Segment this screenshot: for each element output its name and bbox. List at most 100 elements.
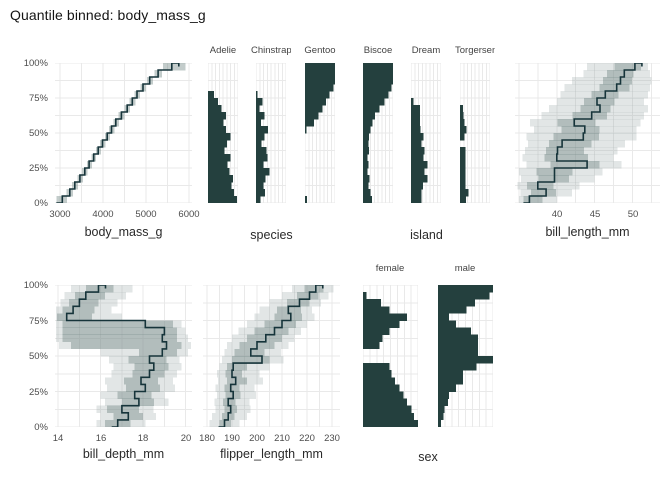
hist-bar	[256, 112, 265, 120]
band-rect-outer	[56, 334, 188, 343]
facet-hist-svg	[362, 62, 394, 204]
band-rect-inner	[546, 147, 585, 155]
facet-header-gentoo: Gentoo	[304, 45, 336, 56]
hist-bar	[411, 119, 420, 127]
x-tick-label: 14	[52, 433, 64, 444]
hist-bar	[208, 161, 228, 169]
hist-bar	[208, 196, 238, 204]
hist-bar	[363, 370, 392, 378]
facet-header-biscoe: Biscoe	[363, 45, 393, 56]
band-rect-outer	[541, 112, 645, 120]
band-rect-inner	[572, 112, 607, 120]
hist-bar	[438, 419, 441, 428]
axis-title-island: island	[410, 228, 443, 242]
band-rect-inner	[62, 320, 173, 328]
hist-bar	[411, 140, 422, 148]
hist-bar	[438, 363, 477, 371]
band-rect-inner	[227, 377, 247, 385]
hist-bar	[256, 98, 263, 106]
hist-bar	[460, 112, 464, 120]
y-tick-label: 75%	[28, 316, 48, 327]
hist-bar	[208, 175, 233, 183]
axis-title-bill-length-mm: bill_length_mm	[545, 225, 630, 239]
hist-bar	[256, 140, 262, 148]
band-rect-inner	[557, 119, 596, 127]
median-step-line	[523, 62, 643, 204]
x-tick-label: 190	[224, 433, 240, 444]
hist-bar	[208, 91, 214, 99]
hist-bar	[438, 348, 479, 357]
hist-bar	[363, 384, 400, 392]
step-panel-svg	[203, 284, 340, 428]
band-rect-outer	[56, 313, 122, 321]
band-rect-outer	[219, 363, 270, 371]
facet-hist-svg	[437, 284, 494, 428]
band-rect-outer	[100, 348, 188, 357]
band-rect-inner	[580, 105, 611, 113]
band-rect-inner	[62, 334, 178, 343]
hist-bar	[256, 126, 268, 134]
hist-bar	[460, 189, 469, 197]
hist-bar	[363, 398, 407, 406]
band-rect-outer	[60, 299, 118, 307]
band-rect-outer	[269, 299, 321, 307]
hist-bar	[208, 189, 235, 197]
hist-bar	[208, 147, 225, 155]
hist-bar	[256, 175, 266, 183]
band-rect-outer	[556, 98, 645, 106]
band-rect-inner	[57, 313, 93, 321]
hist-bar	[363, 91, 389, 99]
hist-bar	[411, 112, 420, 120]
hist-bar	[438, 285, 493, 293]
hist-bar	[363, 313, 407, 321]
hist-bar	[363, 154, 368, 162]
hist-bar	[411, 147, 425, 155]
hist-bar	[438, 306, 467, 314]
band-rect-outer	[214, 398, 250, 406]
hist-bar	[208, 154, 231, 162]
hist-bar	[305, 196, 307, 204]
hist-bar	[460, 119, 465, 127]
band-rect-inner	[224, 384, 240, 392]
panel-bill-depth-mm	[55, 284, 192, 428]
band-rect-outer	[549, 105, 648, 113]
y-tick-label: 0%	[34, 422, 48, 433]
hist-bar	[256, 154, 268, 162]
band-rect-outer	[282, 292, 329, 300]
band-rect-inner	[227, 363, 247, 371]
hist-bar	[363, 363, 390, 371]
band-rect-outer	[56, 306, 112, 314]
hist-bar	[438, 299, 475, 307]
band-rect-inner	[85, 285, 114, 293]
hist-bar	[460, 133, 465, 141]
hist-bar	[363, 412, 415, 421]
hist-bar	[363, 77, 393, 85]
hist-bar	[256, 105, 260, 113]
x-tick-label: 18	[137, 433, 149, 444]
band-rect-outer	[96, 419, 146, 428]
hist-bar	[460, 126, 467, 134]
hist-bar	[208, 182, 232, 190]
y-tick-label: 25%	[28, 163, 48, 174]
hist-bar	[363, 84, 392, 92]
band-rect-inner	[561, 126, 600, 134]
band-rect-outer	[217, 370, 260, 378]
band-rect-outer	[564, 84, 651, 92]
hist-bar	[363, 196, 372, 204]
hist-bar	[363, 126, 371, 134]
band-rect-inner	[274, 313, 302, 321]
median-step-line	[56, 62, 180, 204]
band-rect-outer	[109, 356, 180, 364]
hist-bar	[363, 320, 400, 328]
band-rect-outer	[56, 320, 182, 328]
hist-bar	[208, 133, 231, 141]
band-rect-inner	[523, 196, 543, 204]
facet-hist-svg	[304, 62, 336, 204]
band-rect-inner	[163, 63, 186, 71]
hist-bar	[438, 320, 457, 328]
band-rect-outer	[111, 370, 178, 378]
step-panel-svg	[55, 284, 192, 428]
band-rect-outer	[222, 356, 284, 364]
hist-bar	[460, 168, 466, 176]
band-rect-inner	[75, 292, 105, 300]
